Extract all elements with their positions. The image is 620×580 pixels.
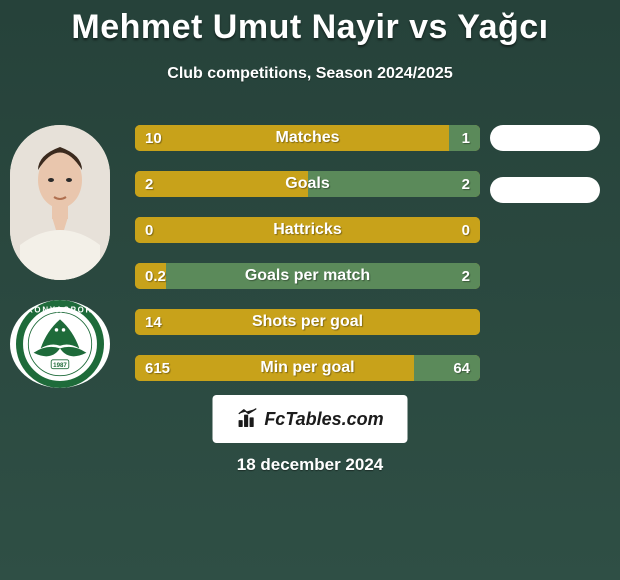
stat-value-right: 64 — [453, 355, 470, 381]
stat-value-right: 1 — [462, 125, 470, 151]
stat-row: Goals2 2 — [135, 171, 480, 197]
stat-row: Matches10 1 — [135, 125, 480, 151]
player-left-column: 1987 KONYASPOR — [10, 125, 110, 388]
stat-value-left: 14 — [145, 309, 162, 335]
stat-bars: Matches101Goals22Hattricks00Goals per ma… — [135, 125, 480, 401]
stat-label: Min per goal — [135, 355, 480, 381]
stat-label: Hattricks — [135, 217, 480, 243]
stat-label: Goals per match — [135, 263, 480, 289]
player-right-photo-placeholder-2 — [490, 177, 600, 203]
footer-date: 18 december 2024 — [0, 455, 620, 475]
svg-text:1987: 1987 — [53, 362, 67, 369]
page-subtitle: Club competitions, Season 2024/2025 — [0, 65, 620, 83]
player-left-club-logo: 1987 KONYASPOR — [10, 300, 110, 388]
comparison-card: Mehmet Umut Nayir vs Yağcı Club competit… — [0, 0, 620, 580]
brand-badge[interactable]: FcTables.com — [213, 395, 408, 443]
stat-label: Matches — [135, 125, 480, 151]
stat-row: Min per goal615 64 — [135, 355, 480, 381]
stat-value-left: 0 — [145, 217, 153, 243]
player-right-column — [490, 125, 600, 203]
stat-value-left: 2 — [145, 171, 153, 197]
stat-value-left: 615 — [145, 355, 170, 381]
stat-row: Hattricks0 0 — [135, 217, 480, 243]
brand-text: FcTables.com — [264, 409, 383, 430]
stat-value-right: 2 — [462, 171, 470, 197]
player-left-photo — [10, 125, 110, 280]
chart-icon — [236, 408, 258, 430]
stat-value-left: 10 — [145, 125, 162, 151]
stat-value-right: 0 — [462, 217, 470, 243]
stat-row: Shots per goal14 — [135, 309, 480, 335]
page-title: Mehmet Umut Nayir vs Yağcı — [0, 8, 620, 47]
stat-label: Goals — [135, 171, 480, 197]
stat-row: Goals per match0.2 2 — [135, 263, 480, 289]
svg-text:KONYASPOR: KONYASPOR — [27, 305, 93, 314]
stat-value-right: 2 — [462, 263, 470, 289]
player-right-photo-placeholder-1 — [490, 125, 600, 151]
stat-value-left: 0.2 — [145, 263, 166, 289]
stat-label: Shots per goal — [135, 309, 480, 335]
